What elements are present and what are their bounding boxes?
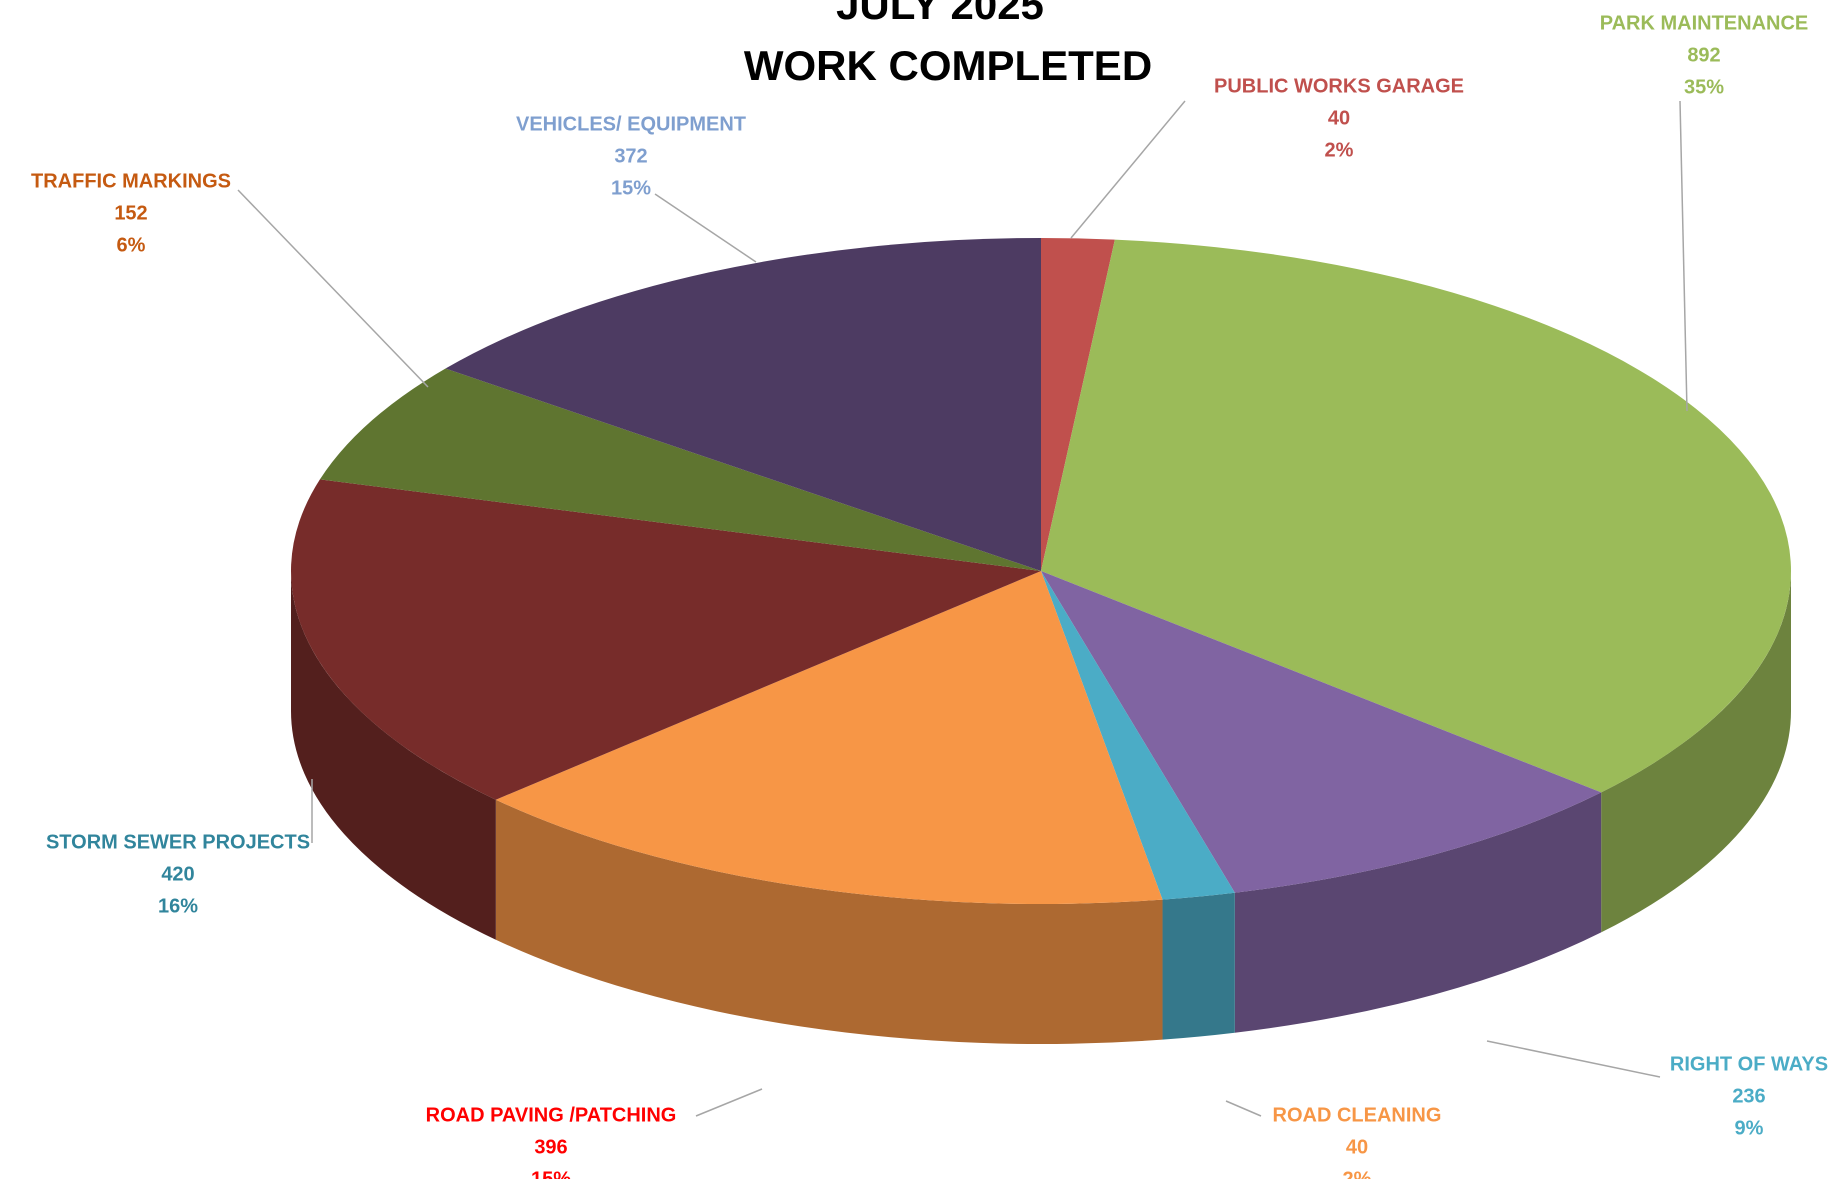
data-label-percent: 2% bbox=[1343, 1168, 1372, 1179]
pie-slice bbox=[291, 479, 1042, 800]
leader-line bbox=[654, 193, 757, 263]
pie-slice bbox=[1041, 571, 1602, 893]
data-label-value: 372 bbox=[614, 145, 647, 167]
data-label-name: PUBLIC WORKS GARAGE bbox=[1214, 75, 1464, 97]
data-label-value: 420 bbox=[161, 863, 194, 885]
data-label-percent: 2% bbox=[1325, 139, 1354, 161]
pie-slice bbox=[1041, 238, 1115, 571]
data-label-value: 236 bbox=[1732, 1085, 1765, 1107]
data-label-name: PARK MAINTENANCE bbox=[1600, 12, 1809, 34]
pie-slice bbox=[1041, 571, 1235, 900]
data-label-name: ROAD CLEANING bbox=[1273, 1104, 1442, 1126]
leader-line bbox=[1225, 1100, 1262, 1117]
leader-line bbox=[695, 1088, 763, 1117]
data-label-percent: 15% bbox=[531, 1168, 571, 1179]
data-label-name: RIGHT OF WAYS bbox=[1670, 1053, 1828, 1075]
data-label-percent: 9% bbox=[1735, 1117, 1764, 1139]
pie-slice bbox=[319, 368, 1041, 571]
data-label-name: STORM SEWER PROJECTS bbox=[46, 831, 310, 853]
data-label-percent: 16% bbox=[158, 895, 198, 917]
data-label-percent: 35% bbox=[1684, 76, 1724, 98]
data-label-value: 396 bbox=[534, 1136, 567, 1158]
data-label-value: 40 bbox=[1328, 107, 1350, 129]
pie-side bbox=[291, 571, 496, 940]
leader-line bbox=[237, 189, 429, 388]
leader-line bbox=[1486, 1040, 1661, 1078]
pie-side bbox=[1601, 571, 1791, 933]
data-label-value: 152 bbox=[114, 202, 147, 224]
pie-sides bbox=[291, 571, 1791, 1044]
data-label-value: 40 bbox=[1346, 1136, 1368, 1158]
data-label-name: VEHICLES/ EQUIPMENT bbox=[516, 113, 746, 135]
pie-side bbox=[1162, 892, 1235, 1040]
data-label-percent: 15% bbox=[611, 177, 651, 199]
chart-subtitle: WORK COMPLETED bbox=[744, 42, 1152, 89]
data-label-percent: 6% bbox=[117, 234, 146, 256]
leader-line bbox=[1679, 100, 1688, 412]
pie-slice bbox=[495, 571, 1163, 904]
data-label-name: ROAD PAVING /PATCHING bbox=[426, 1104, 677, 1126]
chart-title: JULY 2025 bbox=[836, 0, 1044, 28]
pie-side bbox=[1234, 792, 1602, 1033]
leader-line bbox=[1070, 100, 1186, 239]
pie-slice bbox=[445, 238, 1041, 571]
pie-side bbox=[495, 799, 1163, 1044]
data-label-name: TRAFFIC MARKINGS bbox=[31, 170, 231, 192]
data-label-value: 892 bbox=[1687, 44, 1720, 66]
pie-slice bbox=[1041, 239, 1791, 793]
